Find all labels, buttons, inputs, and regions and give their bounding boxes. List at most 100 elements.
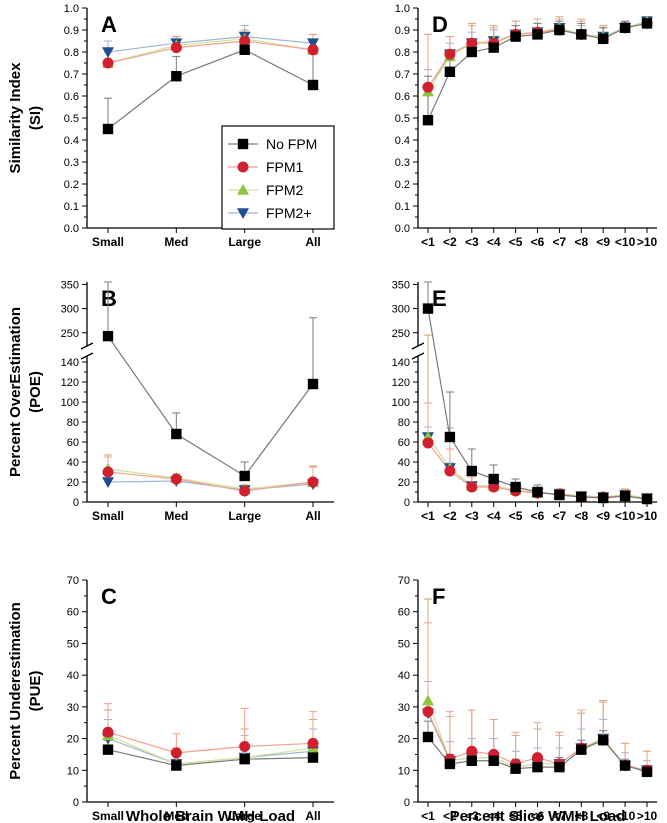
data-point: [307, 378, 319, 390]
data-point: [466, 465, 477, 477]
panel-letter: E: [432, 286, 447, 311]
data-point: [641, 766, 653, 778]
data-point: [532, 486, 543, 498]
y-tick-label: 0.1: [395, 201, 410, 213]
x-tick-label: All: [305, 809, 320, 823]
y-tick-label: 0: [73, 797, 79, 809]
legend-marker: [237, 161, 249, 173]
data-point: [510, 763, 521, 774]
x-tick-label: <7: [553, 235, 567, 249]
y-tick-label: 0.8: [395, 47, 410, 59]
x-tick-label: <4: [487, 509, 501, 523]
x-tick-label: <8: [574, 235, 588, 249]
x-tick-label: <10: [615, 809, 636, 823]
data-point: [576, 491, 587, 503]
series-fpm1: [104, 31, 317, 64]
data-point: [422, 694, 434, 706]
data-point: [619, 22, 631, 33]
data-point: [554, 489, 565, 501]
y-tick-label: 0.2: [395, 179, 410, 191]
y-tick-label: 350: [392, 279, 410, 291]
data-point: [466, 755, 477, 766]
y-tick-label: 0.7: [395, 69, 410, 81]
y-tick-label: 120: [61, 377, 79, 389]
data-point: [102, 477, 114, 488]
y-tick-label: 70: [67, 575, 79, 587]
y-tick-label: 80: [67, 417, 79, 429]
y-tick-label: 60: [67, 437, 79, 449]
series-line: [107, 731, 314, 754]
y-tick-label: 0.6: [395, 91, 410, 103]
y-tick-label: 140: [392, 357, 410, 369]
legend-label: FPM1: [266, 159, 304, 175]
y-tick-label: 30: [67, 702, 79, 714]
series-fpm2: [104, 454, 317, 490]
panel-c: 0 10 20 30 40 50 60 70 Small Med Large All C Percent …: [7, 575, 334, 823]
data-point: [576, 29, 587, 40]
x-tick-label: <1: [421, 809, 435, 823]
y-tick-label: 120: [392, 377, 410, 389]
y-tick-label: 20: [67, 734, 79, 746]
data-point: [619, 490, 631, 502]
y-axis-title: Similarity Index (SI): [7, 62, 44, 174]
data-point: [444, 465, 456, 477]
data-point: [422, 303, 434, 314]
data-point: [466, 745, 478, 757]
series-no-fpm: [104, 281, 317, 477]
data-point: [170, 42, 182, 54]
series-line: [107, 468, 314, 490]
data-point: [170, 473, 182, 485]
y-tick-label: 0.0: [64, 223, 79, 235]
data-point: [488, 755, 499, 766]
x-tick-label: <5: [509, 509, 523, 523]
data-point: [444, 66, 456, 77]
data-point: [619, 760, 631, 771]
data-point: [422, 731, 434, 743]
y-tick-label: 0.7: [64, 69, 79, 81]
data-point: [598, 33, 609, 44]
x-tick-label: <8: [574, 809, 588, 823]
data-point: [422, 81, 434, 93]
y-tick-label: 30: [398, 702, 410, 714]
y-tick-label: 60: [67, 607, 79, 619]
series-fpm2-plus: [104, 719, 317, 765]
data-point: [488, 481, 500, 493]
data-point: [102, 57, 114, 69]
data-point: [641, 493, 653, 505]
x-tick-label: <10: [615, 509, 636, 523]
data-point: [422, 706, 434, 718]
x-tick-label: <9: [596, 809, 610, 823]
series-fpm2: [424, 334, 651, 499]
data-point: [102, 330, 114, 342]
data-point: [239, 44, 250, 55]
series-fpm1: [104, 703, 317, 754]
axis-break-mark: [80, 352, 94, 360]
legend-marker: [237, 208, 249, 219]
data-point: [171, 428, 182, 440]
y-tick-label: 140: [61, 357, 79, 369]
series-line: [427, 308, 648, 500]
y-tick-label: 300: [392, 304, 410, 316]
panel-letter: F: [432, 584, 445, 609]
data-point: [598, 492, 609, 504]
x-tick-label: All: [305, 509, 320, 523]
y-tick-label: 300: [61, 304, 79, 316]
y-tick-label: 20: [67, 477, 79, 489]
data-point: [307, 752, 319, 763]
series-no-fpm: [104, 40, 317, 130]
data-point: [102, 466, 114, 478]
y-tick-label: 0: [404, 497, 410, 509]
data-point: [102, 47, 114, 58]
series-fpm1: [424, 622, 651, 771]
x-tick-label: Large: [228, 809, 261, 823]
data-point: [422, 437, 434, 449]
data-point: [554, 761, 565, 773]
data-point: [239, 35, 251, 47]
y-tick-label: 0.3: [395, 157, 410, 169]
data-point: [598, 734, 609, 746]
y-axis-title: Percent OverEstimation (POE): [7, 307, 44, 477]
x-tick-label: <4: [487, 809, 501, 823]
y-tick-label: 0: [73, 497, 79, 509]
y-tick-label: 0.9: [64, 25, 79, 37]
axis-break-mark: [80, 342, 94, 350]
